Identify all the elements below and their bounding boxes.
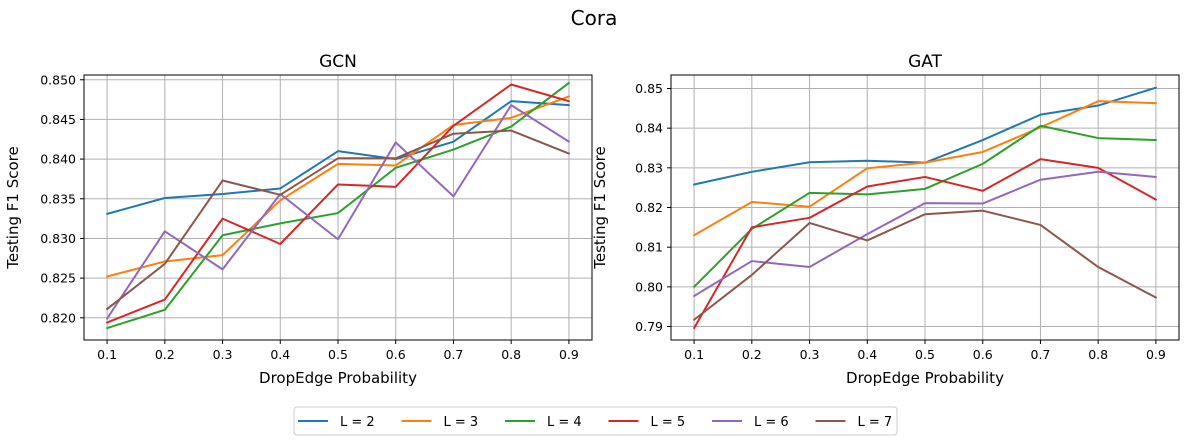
- series-line-gcn-l3: [106, 95, 570, 278]
- y-tick-label: 0.845: [40, 112, 76, 127]
- x-tick-label: 0.1: [684, 347, 704, 362]
- figure-suptitle: Cora: [571, 6, 618, 30]
- x-tick-label: 0.7: [1031, 347, 1051, 362]
- x-tick-label: 0.3: [213, 347, 233, 362]
- y-tick-label: 0.84: [635, 121, 663, 136]
- series-line-gcn-l2: [106, 100, 570, 215]
- series-line-gat-l3: [693, 100, 1157, 237]
- legend-label: L = 5: [651, 415, 686, 430]
- legend-label: L = 3: [444, 415, 479, 430]
- x-tick-label: 0.2: [155, 347, 175, 362]
- y-tick-label: 0.80: [635, 279, 663, 294]
- legend: L = 2 L = 3 L = 4 L = 5 L = 6 L = 7: [293, 406, 898, 436]
- x-tick-label: 0.6: [386, 347, 406, 362]
- x-tick-label: 0.9: [559, 347, 579, 362]
- x-tick-label: 0.5: [328, 347, 348, 362]
- series-line-gcn-l7: [106, 129, 570, 311]
- y-tick-label: 0.840: [40, 152, 76, 167]
- series-line-gat-l5: [693, 158, 1157, 330]
- legend-label: L = 4: [547, 415, 582, 430]
- y-tick-label: 0.830: [40, 231, 76, 246]
- x-axis-label: DropEdge Probability: [259, 369, 417, 387]
- y-tick-label: 0.79: [635, 319, 663, 334]
- series-line-gat-l4: [693, 124, 1157, 288]
- x-tick-label: 0.9: [1146, 347, 1166, 362]
- y-tick-label: 0.85: [635, 81, 663, 96]
- y-axis-label: Testing F1 Score: [4, 146, 22, 269]
- x-tick-label: 0.2: [742, 347, 762, 362]
- y-tick-label: 0.835: [40, 191, 76, 206]
- x-axis-label: DropEdge Probability: [846, 369, 1004, 387]
- y-tick-label: 0.83: [635, 160, 663, 175]
- x-tick-label: 0.8: [1088, 347, 1108, 362]
- series-line-gat-l6: [693, 170, 1157, 297]
- y-tick-label: 0.82: [635, 200, 663, 215]
- y-axis-label: Testing F1 Score: [591, 146, 609, 269]
- x-tick-label: 0.6: [973, 347, 993, 362]
- chart-title: GCN: [319, 52, 357, 72]
- x-tick-label: 0.4: [857, 347, 877, 362]
- y-tick-label: 0.81: [635, 240, 663, 255]
- legend-label: L = 6: [754, 415, 789, 430]
- series-line-gat-l7: [693, 209, 1157, 321]
- chart-panel-gat: 0.1 0.2 0.3 0.4 0.5 0.6 0.7 0.8 0.9 0.79 0.80 0.81 0…: [591, 52, 1180, 387]
- x-tick-label: 0.8: [501, 347, 521, 362]
- series-line-gcn-l5: [106, 83, 570, 324]
- y-tick-label: 0.825: [40, 271, 76, 286]
- x-tick-label: 0.1: [97, 347, 117, 362]
- y-tick-label: 0.820: [40, 310, 76, 325]
- y-tick-label: 0.850: [40, 72, 76, 87]
- series-line-gcn-l6: [106, 104, 570, 320]
- chart-panel-gcn: 0.1 0.2 0.3 0.4 0.5 0.6 0.7 0.8 0.9 0.820 0.825 0.8…: [4, 52, 593, 387]
- x-tick-label: 0.5: [915, 347, 935, 362]
- x-tick-label: 0.7: [444, 347, 464, 362]
- legend-label: L = 2: [340, 415, 375, 430]
- legend-frame: [293, 406, 898, 436]
- chart-title: GAT: [908, 52, 942, 72]
- x-tick-label: 0.3: [800, 347, 820, 362]
- legend-label: L = 7: [858, 415, 893, 430]
- x-tick-label: 0.4: [270, 347, 290, 362]
